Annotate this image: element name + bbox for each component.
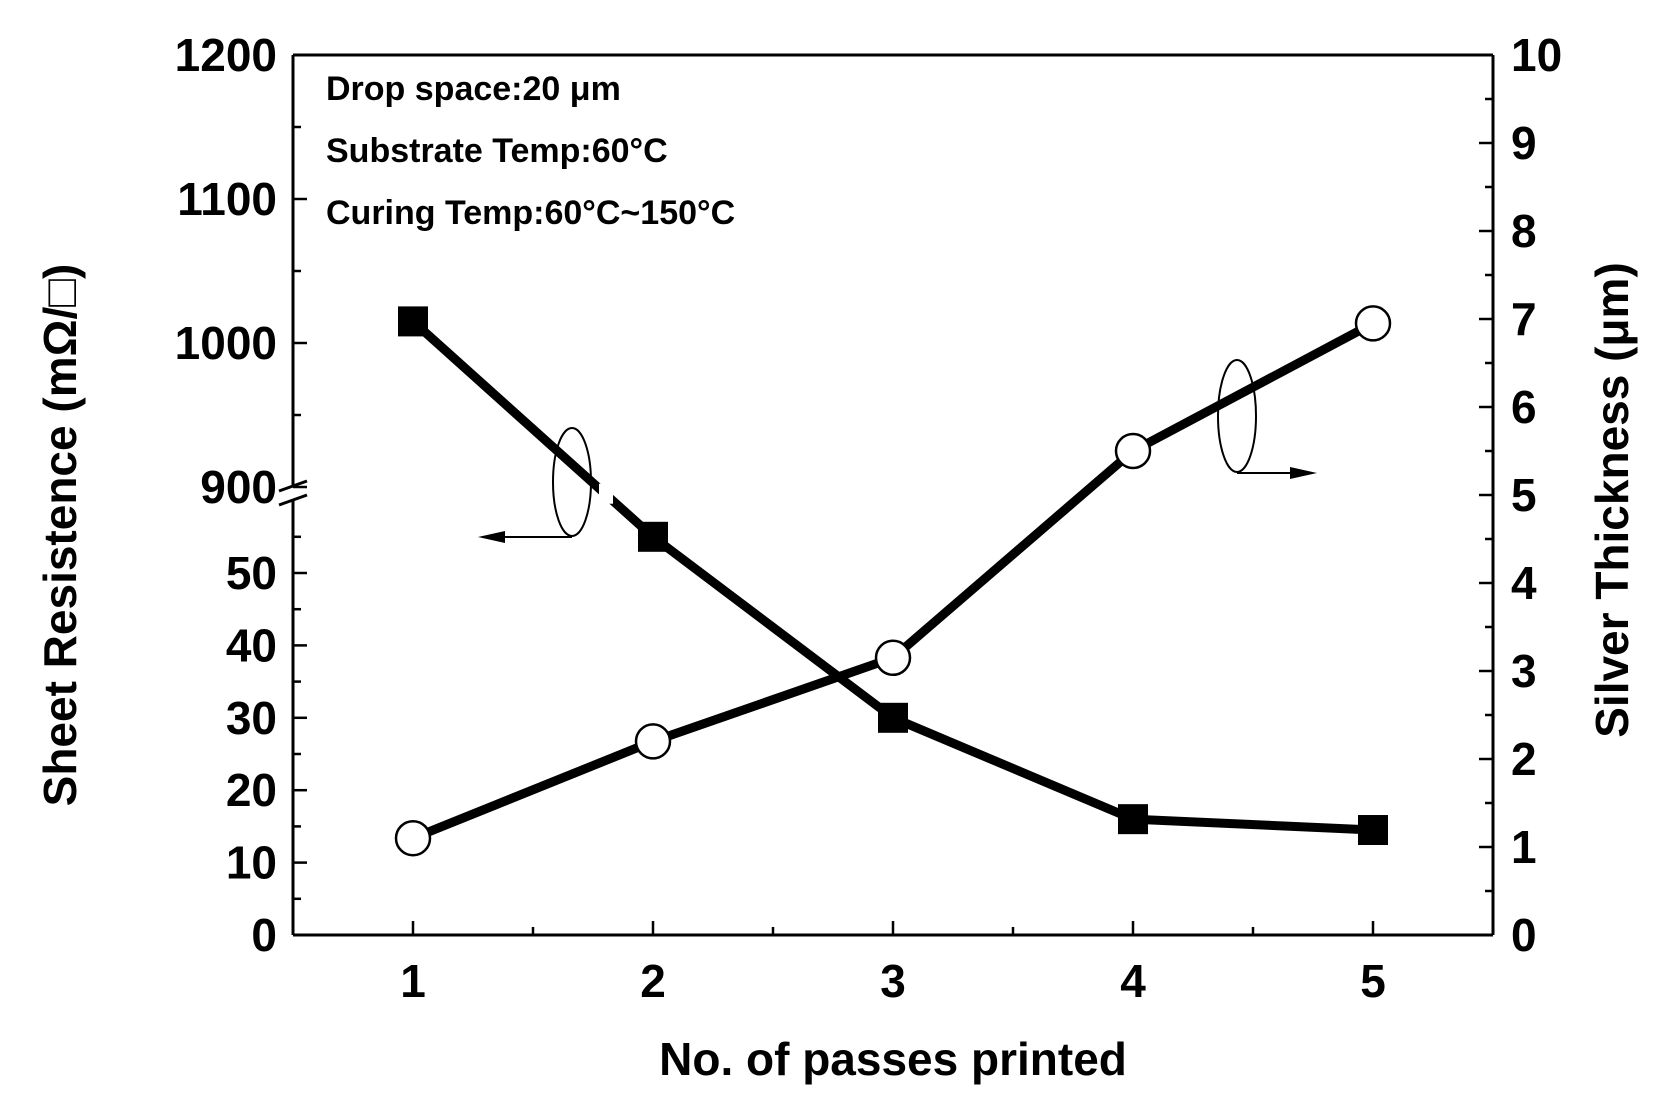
data-point-square bbox=[1358, 815, 1388, 846]
right-arrow-head-icon bbox=[1290, 467, 1317, 479]
x-tick-label: 5 bbox=[1360, 955, 1386, 1007]
y-left-tick-label: 1200 bbox=[175, 29, 277, 81]
y-left-tick-label: 50 bbox=[226, 547, 277, 599]
y-left-tick-label: 20 bbox=[226, 764, 277, 816]
series-layer bbox=[394, 305, 1392, 857]
x-tick-label: 2 bbox=[640, 955, 666, 1007]
annotation-drop-space: Drop space:20 μm bbox=[326, 70, 621, 108]
annotation-substrate-temp: Substrate Temp:60°C bbox=[326, 132, 668, 170]
y-right-tick-label: 6 bbox=[1511, 381, 1537, 433]
y-left-tick-label: 0 bbox=[251, 909, 277, 961]
series-line bbox=[408, 318, 1378, 843]
y-left-tick-label: 1000 bbox=[175, 317, 277, 369]
y-right-tick-label: 8 bbox=[1511, 205, 1537, 257]
series-silver-thickness bbox=[394, 305, 1392, 857]
data-point-square bbox=[1118, 804, 1148, 835]
axis-break-mark bbox=[278, 493, 308, 507]
y-left-tick-label: 1100 bbox=[177, 173, 277, 225]
left-arrow-head-icon bbox=[478, 531, 505, 543]
x-tick-label: 4 bbox=[1120, 955, 1146, 1007]
axes: 1 2 3 4 501020304050900100011001200012345678… bbox=[175, 29, 1563, 1007]
annotations-layer: Drop space:20 μm Substrate Temp:60°C Cur… bbox=[34, 70, 1638, 1085]
annotation-curing-temp: Curing Temp:60°C~150°C bbox=[326, 194, 735, 232]
y-axis-right-title: Silver Thickness (μm) bbox=[1586, 262, 1638, 738]
data-point-circle bbox=[1354, 305, 1392, 342]
series-sheet-resistence bbox=[398, 306, 1388, 846]
y-right-tick-label: 5 bbox=[1511, 469, 1537, 521]
x-tick-label: 1 bbox=[400, 955, 426, 1007]
y-left-tick-label: 30 bbox=[226, 692, 277, 744]
x-axis-title: No. of passes printed bbox=[659, 1033, 1127, 1085]
y-right-tick-label: 7 bbox=[1511, 293, 1537, 345]
x-tick-label: 3 bbox=[880, 955, 906, 1007]
data-point-circle bbox=[634, 723, 672, 760]
y-right-tick-label: 4 bbox=[1511, 557, 1537, 609]
data-point-square bbox=[638, 521, 668, 552]
y-right-tick-label: 0 bbox=[1511, 909, 1537, 961]
y-right-tick-label: 2 bbox=[1511, 733, 1537, 785]
data-point-circle bbox=[1114, 432, 1152, 470]
data-point-circle bbox=[394, 819, 432, 857]
y-right-tick-label: 9 bbox=[1511, 117, 1537, 169]
y-right-tick-label: 1 bbox=[1511, 821, 1537, 873]
data-point-circle bbox=[874, 639, 912, 677]
y-right-tick-label: 10 bbox=[1511, 29, 1562, 81]
line-break-gap bbox=[599, 483, 613, 504]
y-right-tick-label: 3 bbox=[1511, 645, 1537, 697]
data-point-square bbox=[398, 306, 428, 337]
y-left-tick-label: 10 bbox=[226, 837, 277, 889]
data-point-square bbox=[878, 702, 908, 733]
y-left-tick-label: 40 bbox=[226, 619, 277, 671]
y-axis-left-title: Sheet Resistence (mΩ/□) bbox=[34, 264, 86, 807]
right-series-indicator-ellipse bbox=[1217, 359, 1257, 473]
y-left-tick-label: 900 bbox=[200, 461, 277, 513]
